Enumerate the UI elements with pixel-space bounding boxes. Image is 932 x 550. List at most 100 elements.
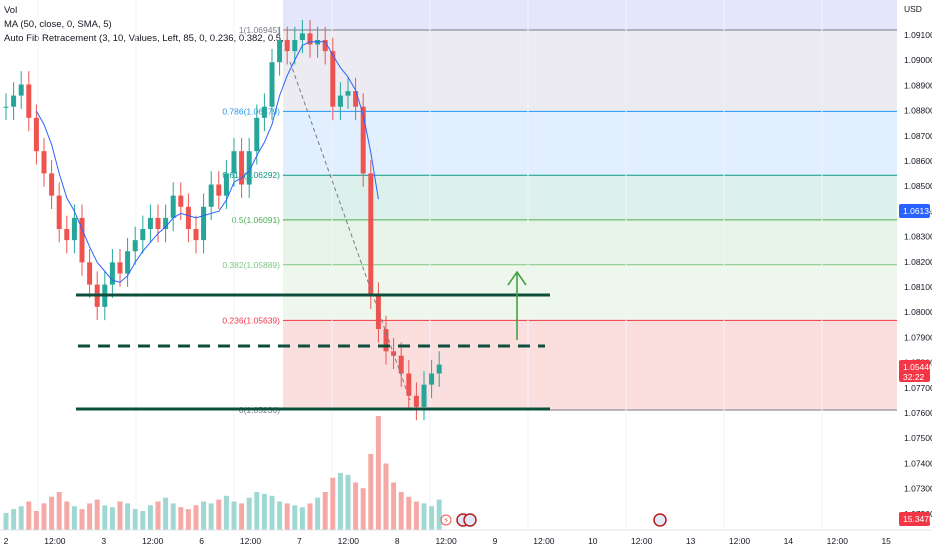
time-tick-label: 14 [784,536,794,546]
volume-bar [18,506,24,530]
price-tick-label: 1.08200 [904,257,932,267]
volume-bar [94,499,100,530]
volume-bar [429,506,435,530]
candle-body [41,151,47,174]
candle-body [56,195,62,230]
price-tick-label: 1.08100 [904,282,932,292]
time-tick-label: 12:00 [435,536,457,546]
grid [37,0,823,530]
time-tick-label: 7 [297,536,302,546]
candle-body [223,173,229,196]
time-tick-label: 12:00 [533,536,555,546]
price-tick-label: 1.07500 [904,433,932,443]
volume-bar [292,505,298,530]
lightning-icon [440,514,452,526]
volume-bar [284,503,290,530]
time-tick-label: 12:00 [240,536,262,546]
candle-body [398,355,404,374]
volume-bar [436,499,442,530]
candle-body [125,251,131,274]
volume-bar [26,501,32,530]
volume-bar [223,495,229,530]
candle-body [18,84,24,96]
candle-body [299,33,305,41]
candle-body [277,40,283,63]
candle-body [170,195,176,218]
lightning-glyph: ⚡ [444,516,450,525]
volume-bar [208,503,214,530]
candle-body [147,217,153,230]
candle-body [117,262,123,274]
volume-bar [33,511,39,530]
price-tick-label: 1.07400 [904,458,932,468]
volume-bar [41,503,47,530]
candle-body [368,173,374,296]
price-tick-label: 1.08000 [904,307,932,317]
volume-bar [330,477,336,530]
volume-bar [87,503,93,530]
candle-body [292,40,298,52]
volume-bar [56,492,62,530]
volume-tag [899,512,930,526]
volume-bar [398,492,404,530]
volume-bar [49,496,55,530]
candle-body [246,151,252,185]
price-axis[interactable]: USD 1.09100 1.09000 1.08900 1.08800 1.08700 1.… [897,0,932,550]
candle-body [208,184,214,207]
candle-body [33,117,39,152]
price-tick-label: 1.07600 [904,408,932,418]
volume-bar [147,505,153,530]
price-axis-bg [897,0,932,550]
price-tick-label: 1.08900 [904,80,932,90]
currency-label: USD [904,4,922,14]
fib-band [283,264,897,321]
fib-level-label: 0.786(1.06579) [222,106,280,116]
time-tick-label: 3 [101,536,106,546]
event-icons: ⚡ [440,513,667,527]
volume-bar [277,501,283,530]
volume-bar [307,503,313,530]
volume-bar [353,482,359,530]
price-tick-label: 1.08800 [904,106,932,116]
time-tick-label: 12:00 [142,536,164,546]
candle-body [307,33,313,45]
time-tick-label: 12:00 [44,536,66,546]
volume-bar [109,507,115,530]
candle-body [132,240,138,252]
fib-level-label: 0.382(1.05889) [222,260,280,270]
candle-body [330,51,336,107]
volume-bar [117,501,123,530]
volume-bar [102,505,108,530]
time-tick-label: 12:00 [338,536,360,546]
price-tick-label: 1.08500 [904,181,932,191]
time-tick-label: 12:00 [631,536,653,546]
volume-bar [315,497,321,530]
candle-body [406,373,412,396]
volume-bar [254,492,260,530]
volume-bar [239,503,245,530]
price-tick-label: 1.07700 [904,383,932,393]
current-price-tag [899,360,930,382]
volume-bar [140,511,146,530]
price-tick-label: 1.08300 [904,232,932,242]
legend-ma: MA (50, close, 0, SMA, 5) [4,19,112,30]
time-axis[interactable]: 2 12:00 3 12:00 6 12:00 7 12:00 8 12:00 9 12:00 10 12… [0,529,932,546]
candle-body [185,206,191,230]
volume-bar [216,499,222,530]
time-tick-label: 6 [199,536,204,546]
fib-band [283,320,897,410]
current-price-tag-text: 1.05440 [903,362,932,372]
volume-tag-text: 15.347K [903,514,932,524]
fib-level-label: 0.5(1.06091) [232,215,280,225]
candle-body [284,40,290,52]
candle-body [436,364,442,374]
fib-band [283,30,897,112]
volume-bar [201,501,207,530]
volume-bars [3,416,442,530]
candle-body [109,262,115,285]
candle-body [383,329,389,352]
candle-body [155,217,161,230]
volume-bar [337,473,343,530]
volume-bar [178,507,184,530]
